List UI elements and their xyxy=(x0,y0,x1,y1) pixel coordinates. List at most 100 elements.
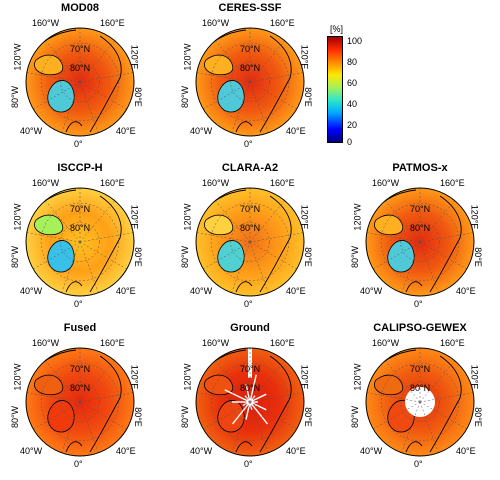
latitude-circle xyxy=(380,202,460,282)
map-border xyxy=(195,187,305,297)
longitude-label: 160°E xyxy=(440,338,465,348)
longitude-label: 80°W xyxy=(10,245,21,269)
latitude-label: 80°N xyxy=(240,383,261,393)
longitude-label: 40°W xyxy=(190,126,213,136)
longitude-label: 120°W xyxy=(12,363,23,391)
map-border xyxy=(365,187,475,297)
meridian-line xyxy=(61,81,81,133)
missing-data-spoke xyxy=(245,384,251,403)
longitude-label: 80°E xyxy=(132,407,143,427)
meridian-line xyxy=(231,401,251,453)
longitude-label: 40°W xyxy=(360,286,383,296)
longitude-label: 0° xyxy=(244,139,253,149)
longitude-label: 160°W xyxy=(202,18,230,28)
longitude-label: 160°W xyxy=(202,178,230,188)
meridian-line xyxy=(79,81,99,133)
map-border xyxy=(25,27,135,137)
meridian-line xyxy=(249,401,269,453)
longitude-label: 120°W xyxy=(352,363,363,391)
colorbar xyxy=(327,36,343,143)
meridian-line xyxy=(79,401,99,453)
polar-map xyxy=(25,187,135,297)
panel-title: Fused xyxy=(63,322,97,334)
meridian-line xyxy=(373,401,421,430)
coastline xyxy=(65,281,83,293)
meridian-line xyxy=(26,72,81,83)
longitude-label: 80°E xyxy=(302,407,313,427)
latitude-label: 80°N xyxy=(240,223,261,233)
landmass xyxy=(47,400,75,433)
meridian-line xyxy=(26,392,81,403)
latitude-label: 70°N xyxy=(70,204,91,214)
latitude-circle xyxy=(230,382,270,422)
longitude-label: 80°W xyxy=(10,405,21,429)
latitude-label: 70°N xyxy=(410,204,431,214)
longitude-label: 80°W xyxy=(10,85,21,109)
meridian-line xyxy=(61,241,81,293)
longitude-label: 160°E xyxy=(100,18,125,28)
landmass xyxy=(374,374,404,396)
longitude-label: 120°E xyxy=(299,44,310,70)
latitude-label: 70°N xyxy=(240,204,261,214)
longitude-label: 120°W xyxy=(182,363,193,391)
polar-map xyxy=(25,347,135,457)
panel-ground: Ground 160°W 160°E 120°W 120°E 80°W 80°E 40°W 4… xyxy=(180,320,320,470)
meridian-line xyxy=(79,81,127,110)
colorbar-tick: 80 xyxy=(347,57,358,67)
meridian-line xyxy=(419,392,474,403)
meridian-line xyxy=(45,360,81,403)
meridian-line xyxy=(61,401,81,453)
missing-data-spoke xyxy=(249,374,257,403)
meridian-line xyxy=(366,392,421,403)
meridian-line xyxy=(249,401,297,430)
meridian-line xyxy=(33,241,81,270)
longitude-label: 0° xyxy=(414,459,423,469)
polar-map xyxy=(365,347,475,457)
coastline xyxy=(405,281,423,293)
meridian-line xyxy=(419,241,467,270)
longitude-label: 0° xyxy=(414,299,423,309)
latitude-circle xyxy=(400,382,440,422)
meridian-line xyxy=(79,401,127,430)
panel-isccp-h: ISCCP-H 160°W 160°E 120°W 120°E 80°W 80°E 40°W… xyxy=(10,160,150,310)
meridian-line xyxy=(33,81,81,110)
meridian-line xyxy=(249,81,269,133)
latitude-circle xyxy=(40,202,120,282)
latitude-label: 70°N xyxy=(70,364,91,374)
missing-data-spoke xyxy=(249,401,269,425)
meridian-line xyxy=(79,241,99,293)
longitude-label: 160°E xyxy=(270,178,295,188)
longitude-label: 120°W xyxy=(352,203,363,231)
meridian-line xyxy=(79,200,115,243)
longitude-label: 160°E xyxy=(100,178,125,188)
longitude-label: 40°W xyxy=(20,126,43,136)
meridian-line xyxy=(373,241,421,270)
longitude-label: 160°E xyxy=(270,18,295,28)
longitude-label: 80°W xyxy=(180,85,191,109)
longitude-label: 160°W xyxy=(32,178,60,188)
panel-title: Ground xyxy=(230,322,270,334)
meridian-line xyxy=(79,72,134,83)
meridian-line xyxy=(79,392,134,403)
meridian-line xyxy=(419,360,455,403)
panel-title: CERES-SSF xyxy=(218,2,282,14)
polar-map xyxy=(365,187,475,297)
longitude-label: 120°W xyxy=(182,43,193,71)
meridian-line xyxy=(419,232,474,243)
coastline xyxy=(65,121,83,133)
longitude-label: 80°W xyxy=(180,405,191,429)
polar-map xyxy=(195,347,305,457)
meridian-line xyxy=(401,241,421,293)
latitude-circle xyxy=(230,62,270,102)
longitude-label: 160°W xyxy=(202,338,230,348)
colorbar-tick: 60 xyxy=(347,78,358,88)
panel-ceres-ssf: CERES-SSF 160°W 160°E 120°W 120°E 80°W 80°E 40… xyxy=(180,0,320,150)
missing-data-spoke xyxy=(245,401,251,420)
landmass xyxy=(34,374,64,396)
longitude-label: 40°E xyxy=(456,446,476,456)
meridian-line xyxy=(215,200,251,243)
coastline xyxy=(235,441,253,453)
meridian-line xyxy=(419,200,455,243)
map-border xyxy=(25,347,135,457)
meridian-line xyxy=(203,401,251,430)
